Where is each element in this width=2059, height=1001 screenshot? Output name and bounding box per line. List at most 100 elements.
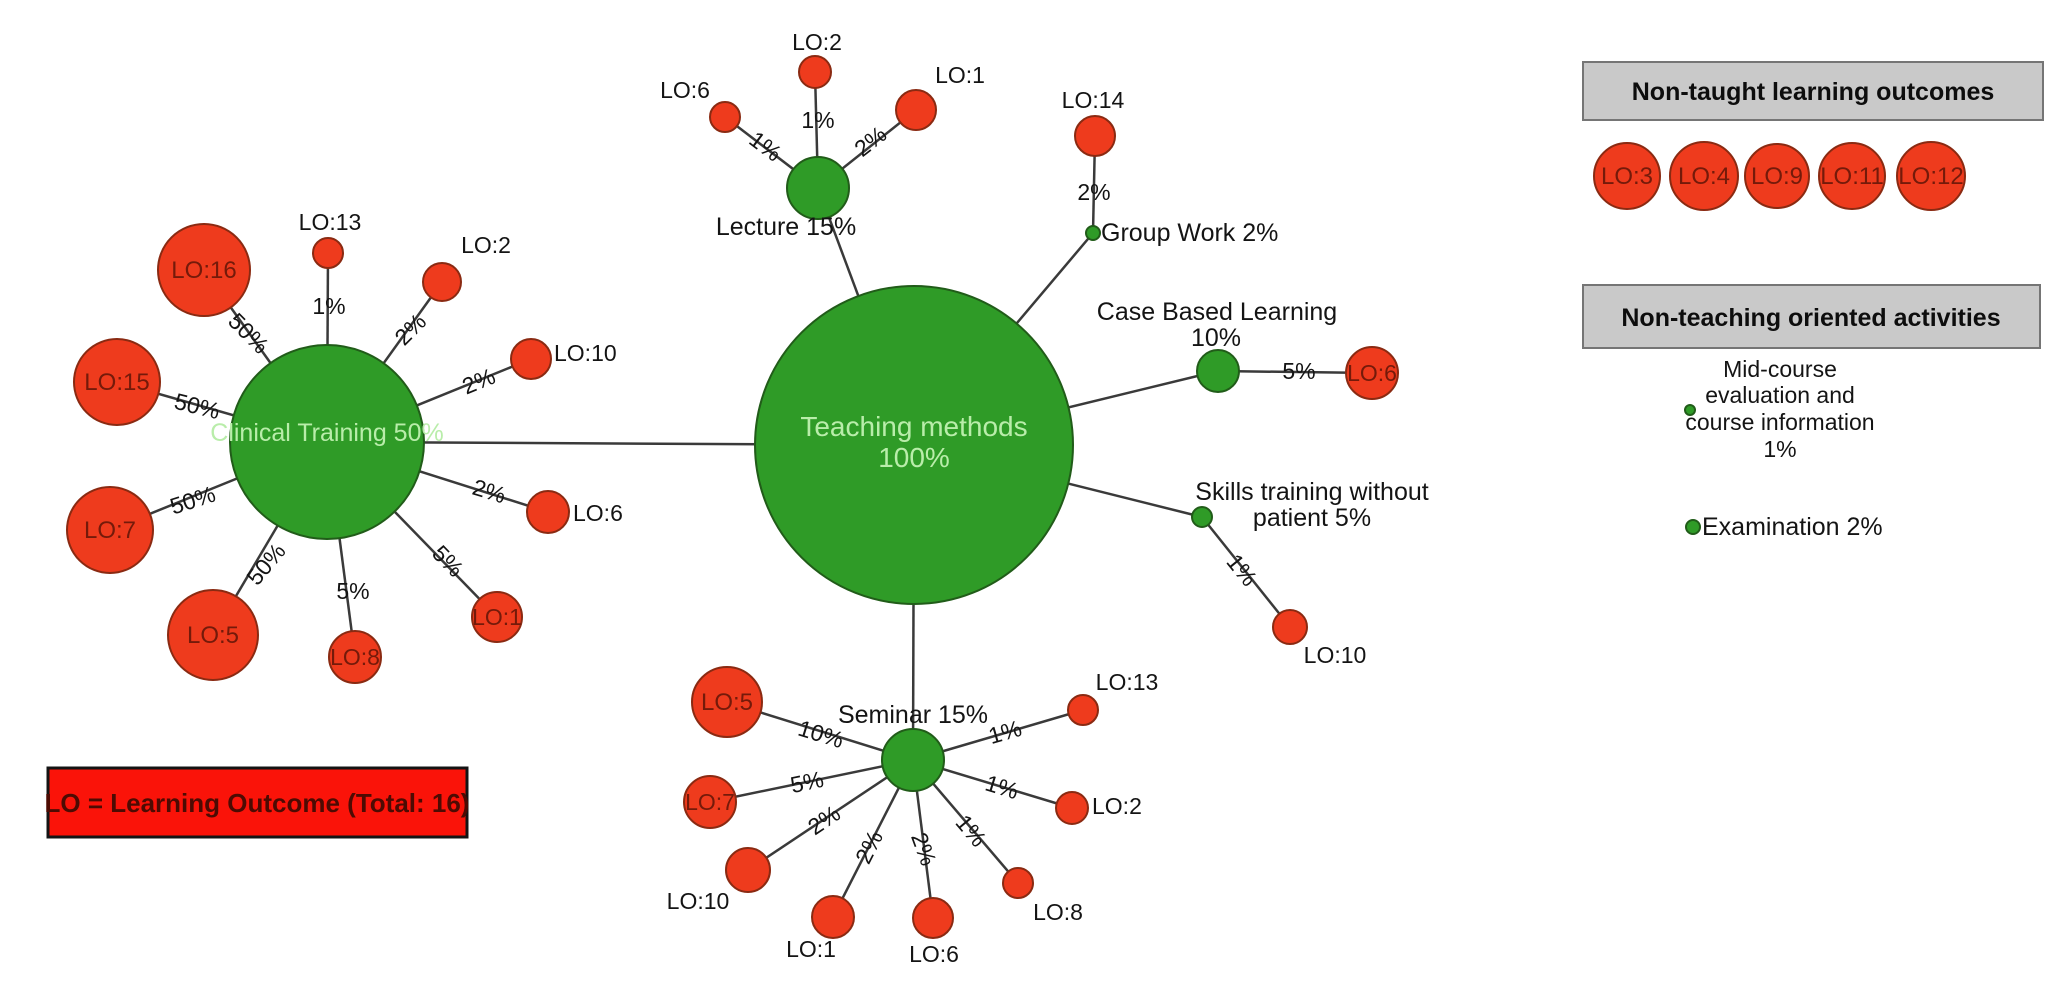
clinical-lo13-pct: 1% [312, 293, 345, 319]
clinical-lo10-label: LO:10 [554, 340, 617, 366]
non-taught-lo11-node [1818, 142, 1886, 210]
seminar-lo5-label: LO:5 [701, 689, 753, 716]
non-taught-lo9-label: LO:9 [1751, 163, 1803, 190]
clinical-lo8-label: LO:8 [330, 644, 380, 670]
group-work-cluster: LO:14 2% Group Work 2% [1062, 87, 1279, 247]
clinical-training-node [229, 344, 425, 540]
clinical-lo7-node [66, 486, 154, 574]
seminar-lo8-node [1002, 867, 1034, 899]
clinical-lo13-node [312, 237, 344, 269]
clinical-lo2-label: LO:2 [461, 232, 511, 258]
skills-label-line1: Skills training without [1195, 478, 1428, 506]
lecture-lo6-label: LO:6 [660, 77, 710, 103]
non-taught-panel: Non-taught learning outcomes LO:3 LO:4 L… [1582, 61, 2044, 211]
seminar-lo1-pct: 2% [850, 826, 888, 867]
skills-training-node [1191, 506, 1213, 528]
clinical-lo2-node [422, 262, 462, 302]
non-taught-lo3-node [1593, 142, 1661, 210]
group-work-lo14-label: LO:14 [1062, 87, 1125, 113]
clinical-lo7-pct: 50% [167, 481, 219, 520]
clinical-lo10-node [510, 338, 552, 380]
group-work-lo14-pct: 2% [1077, 179, 1110, 205]
seminar-lo6-pct: 2% [906, 829, 942, 869]
non-teaching-panel: Non-teaching oriented activities Mid-cou… [1582, 284, 2041, 541]
seminar-lo6-label: LO:6 [909, 941, 959, 967]
case-based-label-line1: Case Based Learning [1097, 298, 1337, 326]
skills-training-cluster: LO:10 1% Skills training without patient… [1195, 478, 1428, 668]
mid-course-label-line2: evaluation and [1705, 382, 1855, 408]
seminar-lo1-node [811, 895, 855, 939]
case-based-label-line2: 10% [1191, 324, 1241, 352]
seminar-lo8-label: LO:8 [1033, 899, 1083, 925]
clinical-lo7-label: LO:7 [84, 517, 136, 544]
teaching-methods-label-line2: 100% [878, 442, 950, 473]
teaching-methods-label-line1: Teaching methods [800, 411, 1027, 442]
clinical-lo6-pct: 2% [470, 474, 509, 509]
seminar-lo7-node [683, 775, 737, 829]
lecture-label: Lecture 15% [716, 213, 856, 241]
seminar-lo2-pct: 1% [982, 770, 1021, 805]
skills-lo10-label: LO:10 [1304, 642, 1367, 668]
seminar-lo5-node [691, 666, 763, 738]
non-taught-lo9-node [1744, 143, 1810, 209]
seminar-lo13-node [1067, 694, 1099, 726]
seminar-lo1-label: LO:1 [786, 936, 836, 962]
non-taught-lo11-label: LO:11 [1820, 163, 1884, 190]
seminar-lo7-label: LO:7 [685, 789, 735, 815]
edge-seminar-lo10 [747, 758, 914, 872]
case-based-lo6-pct: 5% [1282, 358, 1315, 384]
seminar-node [881, 728, 945, 792]
mid-course-label-line4: 1% [1763, 436, 1796, 462]
examination-dot [1685, 519, 1701, 535]
clinical-lo1-node [471, 591, 523, 643]
group-work-lo14-node [1074, 115, 1116, 157]
skills-lo10-node [1272, 609, 1308, 645]
group-work-node [1085, 225, 1101, 241]
legend-label: LO = Learning Outcome (Total: 16) [45, 788, 470, 818]
non-taught-header-box [1582, 61, 2044, 121]
seminar-lo6-node [912, 897, 954, 939]
lecture-lo1-label: LO:1 [935, 62, 985, 88]
seminar-cluster: LO:5 LO:7 LO:10 LO:1 LO:6 LO:8 LO:2 LO:1… [667, 666, 1158, 967]
non-taught-lo12-label: LO:12 [1898, 163, 1963, 190]
clinical-lo8-pct: 5% [336, 578, 369, 604]
case-based-learning-cluster: LO:6 5% Case Based Learning 10% [1097, 298, 1399, 400]
case-based-lo6-label: LO:6 [1347, 360, 1397, 386]
seminar-lo10-label: LO:10 [667, 888, 730, 914]
skills-label-line2: patient 5% [1253, 504, 1371, 532]
clinical-lo1-label: LO:1 [472, 604, 522, 630]
clinical-lo6-label: LO:6 [573, 500, 623, 526]
case-based-learning-node [1196, 349, 1240, 393]
lecture-lo2-pct: 1% [801, 107, 834, 133]
clinical-lo13-label: LO:13 [299, 209, 362, 235]
case-based-lo6-node [1345, 346, 1399, 400]
mid-course-dot [1684, 404, 1696, 416]
clinical-lo5-pct: 50% [241, 538, 291, 590]
seminar-lo10-pct: 2% [803, 800, 845, 840]
clinical-lo1-pct: 5% [427, 540, 469, 582]
non-taught-lo4-node [1669, 141, 1739, 211]
lecture-lo2-node [798, 55, 832, 89]
lecture-cluster: LO:6 LO:2 LO:1 1% 1% 2% Lecture 15% [660, 29, 985, 241]
lecture-lo1-node [895, 89, 937, 131]
mid-course-label-line1: Mid-course [1723, 356, 1837, 382]
clinical-lo16-node [157, 223, 251, 317]
seminar-lo2-label: LO:2 [1092, 793, 1142, 819]
lecture-node [786, 156, 850, 220]
legend-box [46, 766, 469, 839]
seminar-label: Seminar 15% [838, 701, 988, 729]
non-taught-lo4-label: LO:4 [1678, 163, 1730, 190]
group-work-label: Group Work 2% [1101, 219, 1278, 247]
edge-skills-lo10 [1201, 516, 1291, 628]
clinical-lo8-node [328, 630, 382, 684]
clinical-lo16-label: LO:16 [171, 257, 236, 284]
lecture-lo1-pct: 2% [849, 121, 891, 162]
clinical-lo16-pct: 50% [223, 308, 274, 359]
clinical-training-label: Clinical Training 50% [210, 419, 443, 447]
clinical-lo15-label: LO:15 [84, 369, 149, 396]
seminar-lo7-pct: 5% [788, 766, 826, 798]
clinical-lo6-node [526, 490, 570, 534]
lecture-lo2-label: LO:2 [792, 29, 842, 55]
